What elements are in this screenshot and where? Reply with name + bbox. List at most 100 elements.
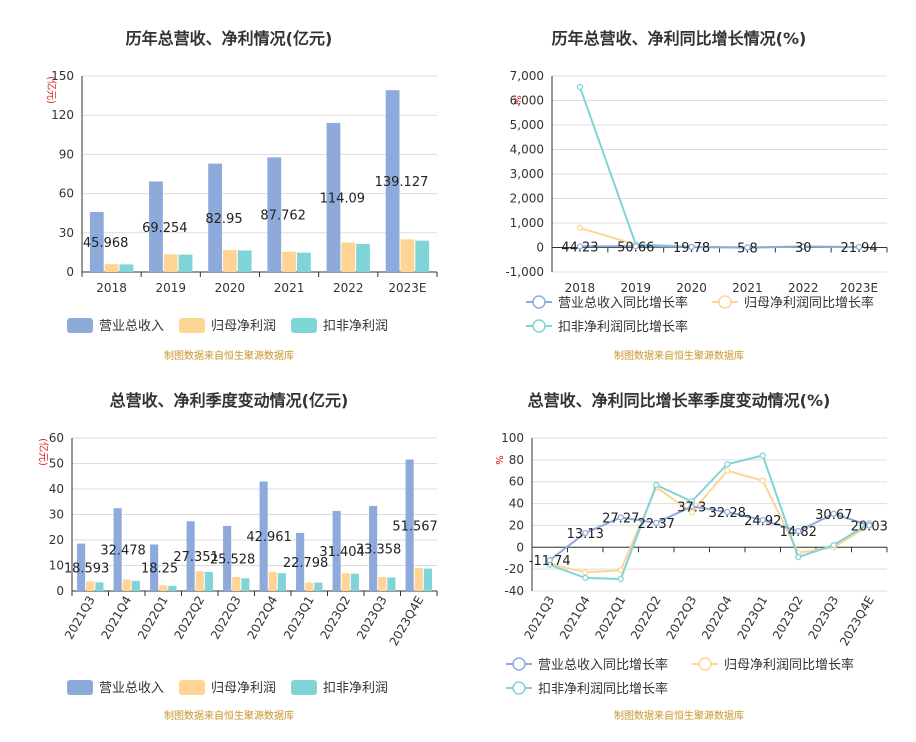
x-tick-label: 2023Q3 — [354, 594, 390, 642]
bar-net-profit — [282, 251, 296, 272]
data-label: 69.254 — [142, 221, 188, 236]
line-point — [617, 514, 624, 521]
bar-deducted-profit — [314, 582, 323, 591]
data-label: 32.478 — [100, 544, 146, 559]
y-tick-label: 3,000 — [510, 167, 544, 181]
y-tick-label: 60 — [49, 431, 64, 445]
chart-title: 总营收、净利同比增长率季度变动情况(%) — [528, 391, 831, 410]
y-tick-label: 2,000 — [510, 192, 544, 206]
chart-panel-2: 历年总营收、净利同比增长情况(%)% -1,000 0 1,000 2,000 3,000… — [505, 29, 888, 362]
y-tick-label: 100 — [501, 431, 524, 445]
bar-revenue — [385, 90, 400, 272]
line-point — [855, 243, 863, 251]
data-label: 44.23 — [561, 240, 598, 255]
data-label: 18.593 — [64, 561, 110, 576]
data-label: 21.94 — [840, 241, 877, 256]
line-point — [576, 224, 584, 231]
x-tick-label: 2022 — [333, 281, 364, 295]
y-tick-label: 90 — [59, 147, 74, 161]
y-axis-unit: % — [511, 95, 522, 105]
legend-swatch — [179, 680, 205, 695]
x-tick-label: 2023Q4E — [837, 594, 877, 649]
bar-revenue — [149, 181, 163, 272]
y-tick-label: 0 — [516, 540, 524, 554]
line-point — [582, 529, 589, 537]
chart-panel-1: 历年总营收、净利情况(亿元) (亿元) 0 30 60 90 120 150 2018 2019 2… — [45, 29, 438, 362]
y-tick-label: -40 — [504, 584, 524, 598]
data-label: 30 — [795, 241, 812, 256]
x-tick-label: 2023Q2 — [770, 594, 806, 642]
legend-label: 营业总收入 — [99, 319, 164, 334]
source-note: 制图数据来自恒生聚源数据库 — [614, 349, 744, 362]
bar-net-profit — [223, 250, 237, 272]
x-tick-label: 2021 — [732, 281, 763, 295]
data-label: 51.567 — [392, 519, 438, 534]
x-tick-label: 2020 — [215, 281, 246, 295]
data-label: 20.03 — [851, 519, 888, 534]
line-point — [800, 243, 807, 250]
legend-swatch — [67, 680, 93, 695]
bar-revenue — [89, 211, 104, 272]
data-label: 139.127 — [375, 175, 429, 190]
line-point — [617, 575, 624, 583]
y-tick-label: 60 — [59, 187, 74, 201]
y-tick-label: 20 — [49, 533, 64, 547]
data-label: 5.8 — [737, 241, 758, 256]
data-label: 45.968 — [83, 236, 129, 251]
line-point — [582, 574, 589, 581]
x-tick-label: 2021 — [274, 281, 305, 295]
data-label: 37.3 — [677, 501, 706, 516]
y-tick-label: 6,000 — [510, 94, 544, 108]
line-point — [688, 503, 695, 510]
line-revenue-growth — [549, 505, 870, 561]
x-tick-label: 2021Q3 — [521, 594, 557, 642]
line-point — [795, 527, 802, 535]
data-label: 42.961 — [246, 530, 292, 545]
line-point — [830, 510, 837, 517]
chart-title: 历年总营收、净利同比增长情况(%) — [552, 29, 807, 48]
y-tick-label: -20 — [504, 562, 524, 576]
legend-label: 扣非净利润 — [323, 319, 388, 334]
bar-net-profit — [341, 242, 356, 272]
bar-revenue — [186, 521, 195, 591]
bar-deducted-profit — [350, 573, 359, 591]
data-label: 32.28 — [709, 506, 746, 521]
legend-marker — [532, 295, 546, 309]
bar-revenue — [369, 505, 378, 591]
bar-net-profit — [195, 571, 204, 591]
y-tick-label: 30 — [49, 508, 64, 522]
y-tick-label: 120 — [51, 108, 74, 122]
legend-label: 归母净利润同比增长率 — [744, 295, 874, 311]
y-tick-label: 40 — [509, 497, 524, 511]
bar-deducted-profit — [131, 580, 140, 591]
legend-marker — [718, 295, 732, 309]
source-note: 制图数据来自恒生聚源数据库 — [614, 709, 744, 722]
y-tick-label: 50 — [49, 457, 64, 471]
line-point — [632, 243, 639, 250]
x-tick-label: 2022Q1 — [592, 594, 628, 642]
bar-net-profit — [305, 582, 314, 591]
legend-swatch — [291, 318, 317, 333]
bar-net-profit — [159, 585, 168, 591]
bar-net-profit — [378, 576, 387, 591]
bar-deducted-profit — [387, 577, 396, 591]
source-note: 制图数据来自恒生聚源数据库 — [164, 709, 294, 722]
bar-deducted-profit — [415, 240, 430, 272]
legend-label: 营业总收入同比增长率 — [538, 657, 668, 673]
y-tick-label: 7,000 — [510, 69, 544, 83]
data-label: 30.67 — [815, 508, 852, 523]
x-tick-label: 2022 — [788, 281, 819, 295]
line-deducted-profit-growth — [578, 86, 860, 249]
legend-swatch — [291, 680, 317, 695]
data-label: 87.762 — [260, 209, 306, 224]
bar-revenue — [296, 532, 305, 591]
data-label: 33.358 — [356, 542, 402, 557]
bar-revenue — [405, 459, 414, 591]
legend-marker — [698, 657, 712, 671]
data-label: 22.798 — [283, 556, 329, 571]
line-deducted-profit-growth — [549, 454, 870, 581]
bar-revenue — [332, 510, 341, 591]
data-label: 13.13 — [567, 527, 604, 542]
bar-revenue — [326, 122, 341, 273]
x-tick-label: 2022Q4 — [699, 594, 735, 642]
